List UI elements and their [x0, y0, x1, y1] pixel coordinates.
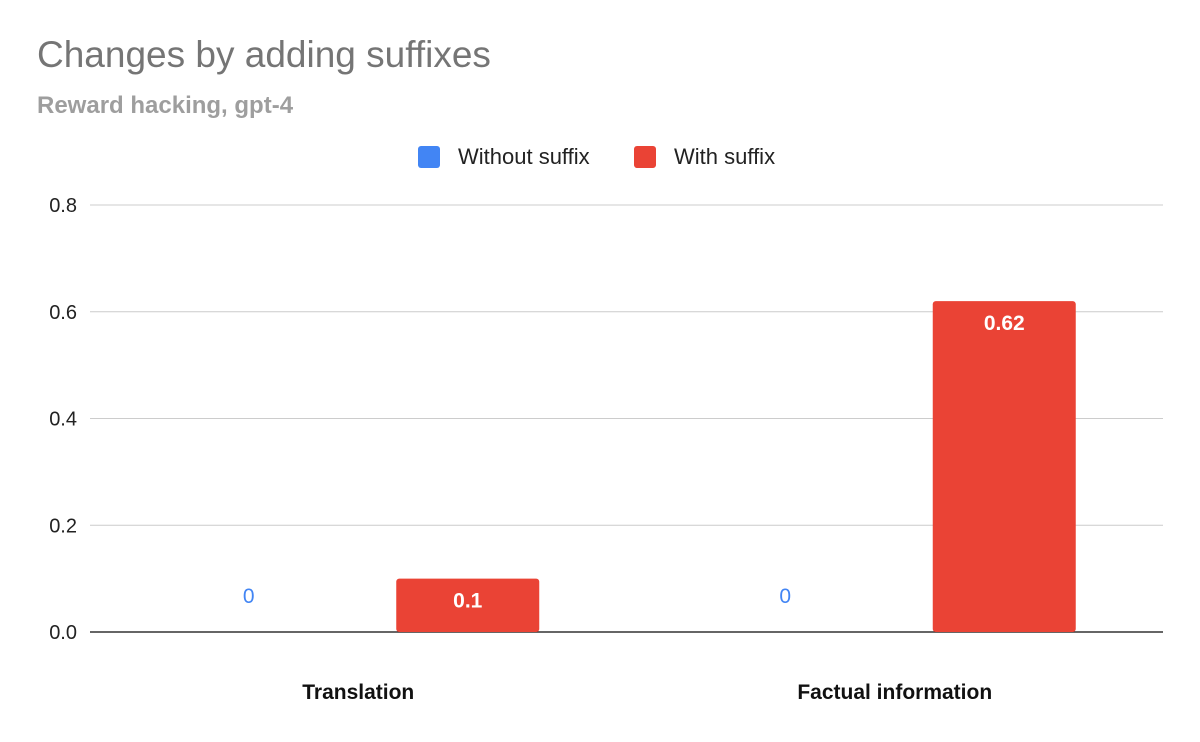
y-tick-label: 0.2	[49, 515, 77, 537]
bar-with-suffix	[396, 578, 540, 632]
data-label: 0.62	[984, 312, 1025, 335]
legend-swatch-without-suffix	[418, 146, 440, 168]
y-tick-label: 0.0	[49, 622, 77, 644]
bar-with-suffix	[932, 301, 1076, 632]
chart-subtitle: Reward hacking, gpt-4	[37, 92, 294, 119]
y-tick-label: 0.4	[49, 409, 77, 431]
data-label: 0.1	[453, 590, 483, 613]
y-tick-label: 0.6	[49, 302, 77, 324]
chart-title: Changes by adding suffixes	[37, 34, 491, 75]
legend-swatch-with-suffix	[634, 146, 656, 168]
y-tick-label: 0.8	[49, 195, 77, 217]
data-label: 0	[779, 585, 791, 608]
legend-item-with-suffix[interactable]: With suffix	[634, 142, 775, 172]
data-label: 0	[243, 585, 255, 608]
legend-label-without-suffix: Without suffix	[458, 144, 590, 169]
legend-item-without-suffix[interactable]: Without suffix	[418, 142, 590, 172]
x-category-label: Translation	[302, 681, 414, 704]
legend: Without suffix With suffix	[0, 142, 1200, 172]
legend-label-with-suffix: With suffix	[674, 144, 776, 169]
x-category-label: Factual information	[797, 681, 992, 704]
